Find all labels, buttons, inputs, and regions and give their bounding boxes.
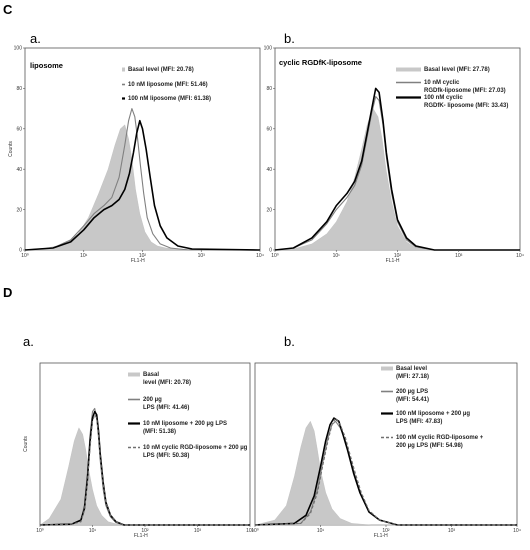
legend-swatch xyxy=(396,67,421,72)
x-axis-label: FL1-H xyxy=(131,258,145,264)
x-tick-label: 10⁴ xyxy=(513,528,521,534)
series-2-line xyxy=(254,417,517,526)
legend-label: 100 nM liposome + 200 µg LPS (MFI: 47.83) xyxy=(396,411,470,425)
legend-label: 100 nM cyclic RGD-liposome +200 µg LPS (… xyxy=(396,435,484,449)
x-tick-label: 10⁴ xyxy=(246,528,254,534)
x-tick-label: 10² xyxy=(394,253,402,259)
x-tick-label: 10⁰ xyxy=(36,528,44,534)
legend-label: 10 nM cyclic RGDfk-liposome (MFI: 27.03) xyxy=(424,80,506,94)
x-tick-label: 10¹ xyxy=(333,253,341,259)
x-tick-label: 10² xyxy=(382,528,390,534)
x-axis-label: FL1-H xyxy=(386,258,400,264)
x-tick-label: 10³ xyxy=(194,528,202,534)
legend-label: 10 nM liposome + 200 µg LPS (MFI: 51.38) xyxy=(143,421,227,435)
panel-label: b. xyxy=(284,31,295,46)
legend-label: Basal level (MFI: 27.78) xyxy=(424,67,490,73)
chart-title: liposome xyxy=(30,61,63,70)
section-c-label: C xyxy=(3,2,13,17)
y-tick-label: 0 xyxy=(269,248,272,254)
x-tick-label: 10⁰ xyxy=(271,253,279,259)
chart-title: cyclic RGDfK-liposome xyxy=(279,58,362,67)
legend-label: 100 nM cyclic RGDfK- liposome (MFI: 33.43… xyxy=(424,95,508,109)
x-tick-label: 10⁰ xyxy=(21,253,29,259)
y-tick-label: 60 xyxy=(16,127,22,133)
x-tick-label: 10² xyxy=(141,528,149,534)
legend-swatch xyxy=(122,67,125,72)
x-tick-label: 10³ xyxy=(448,528,456,534)
y-axis-label: Counts xyxy=(8,141,14,157)
x-axis-label: FL1-H xyxy=(374,533,388,539)
panel-label: a. xyxy=(30,31,41,46)
series-2-line xyxy=(274,87,520,251)
chart-panel-c-b: b. 10⁰ 10¹ 10² 10³ 10⁴ 0 20 40 60 80 100 FL1-H cyclic… xyxy=(264,31,524,264)
x-tick-label: 10¹ xyxy=(317,528,325,534)
x-axis-label: FL1-H xyxy=(134,533,148,539)
y-tick-label: 20 xyxy=(16,207,22,213)
y-tick-label: 80 xyxy=(16,86,22,92)
y-tick-label: 80 xyxy=(266,86,272,92)
series-0-area xyxy=(254,420,517,526)
series-1-line xyxy=(274,95,520,251)
x-tick-label: 10³ xyxy=(455,253,463,259)
y-axis-label: Counts xyxy=(23,436,29,452)
legend-label: 200 µg LPS (MFI: 54.41) xyxy=(396,389,429,403)
x-tick-label: 10⁰ xyxy=(251,528,259,534)
legend-swatch xyxy=(381,366,393,371)
chart-panel-c-a: a. 10⁰ 10¹ 10² 10³ 10⁴ 0 20 40 60 80 100 FL1-H Counts… xyxy=(8,31,264,264)
series-3-line xyxy=(254,417,517,526)
y-tick-label: 40 xyxy=(16,167,22,173)
panel-label: b. xyxy=(284,334,295,349)
legend-label: 200 µg LPS (MFI: 41.46) xyxy=(143,397,189,411)
x-tick-label: 10² xyxy=(139,253,147,259)
y-tick-label: 100 xyxy=(264,46,273,52)
y-tick-label: 60 xyxy=(266,127,272,133)
x-tick-label: 10⁴ xyxy=(516,253,524,259)
y-tick-label: 20 xyxy=(266,207,272,213)
y-tick-label: 40 xyxy=(266,167,272,173)
panel-label: a. xyxy=(23,334,34,349)
chart-panel-d-a: a. 10⁰ 10¹ 10² 10³ 10⁴ FL1-H Counts Basal level (… xyxy=(23,334,254,539)
section-d-label: D xyxy=(3,285,12,300)
x-tick-label: 10¹ xyxy=(80,253,88,259)
y-tick-label: 0 xyxy=(19,248,22,254)
plot-frame xyxy=(24,47,261,251)
x-tick-label: 10³ xyxy=(198,253,206,259)
legend-label: 10 nM liposome (MFI: 51.46) xyxy=(128,82,208,88)
x-tick-label: 10⁴ xyxy=(256,253,264,259)
series-0-area xyxy=(274,108,520,251)
x-tick-label: 10¹ xyxy=(89,528,97,534)
chart-panel-d-b: b. 10⁰ 10¹ 10² 10³ 10⁴ FL1-H Basal level (MFI: 2… xyxy=(251,334,521,539)
legend-swatch xyxy=(128,372,140,377)
legend-label: Basal level (MFI: 20.78) xyxy=(143,372,191,386)
legend-label: 100 nM liposome (MFI: 61.38) xyxy=(128,96,211,102)
legend-label: 10 nM cyclic RGD-liposome + 200 µg LPS (M… xyxy=(143,445,248,459)
series-1-line xyxy=(24,108,260,251)
series-2-line xyxy=(24,119,261,251)
charts-group: a. 10⁰ 10¹ 10² 10³ 10⁴ 0 20 40 60 80 100 FL1-H Counts… xyxy=(8,31,524,539)
y-tick-label: 100 xyxy=(14,46,23,52)
legend-label: Basal level (MFI: 20.78) xyxy=(128,67,194,73)
legend-label: Basal level (MFI: 27.18) xyxy=(396,366,429,380)
